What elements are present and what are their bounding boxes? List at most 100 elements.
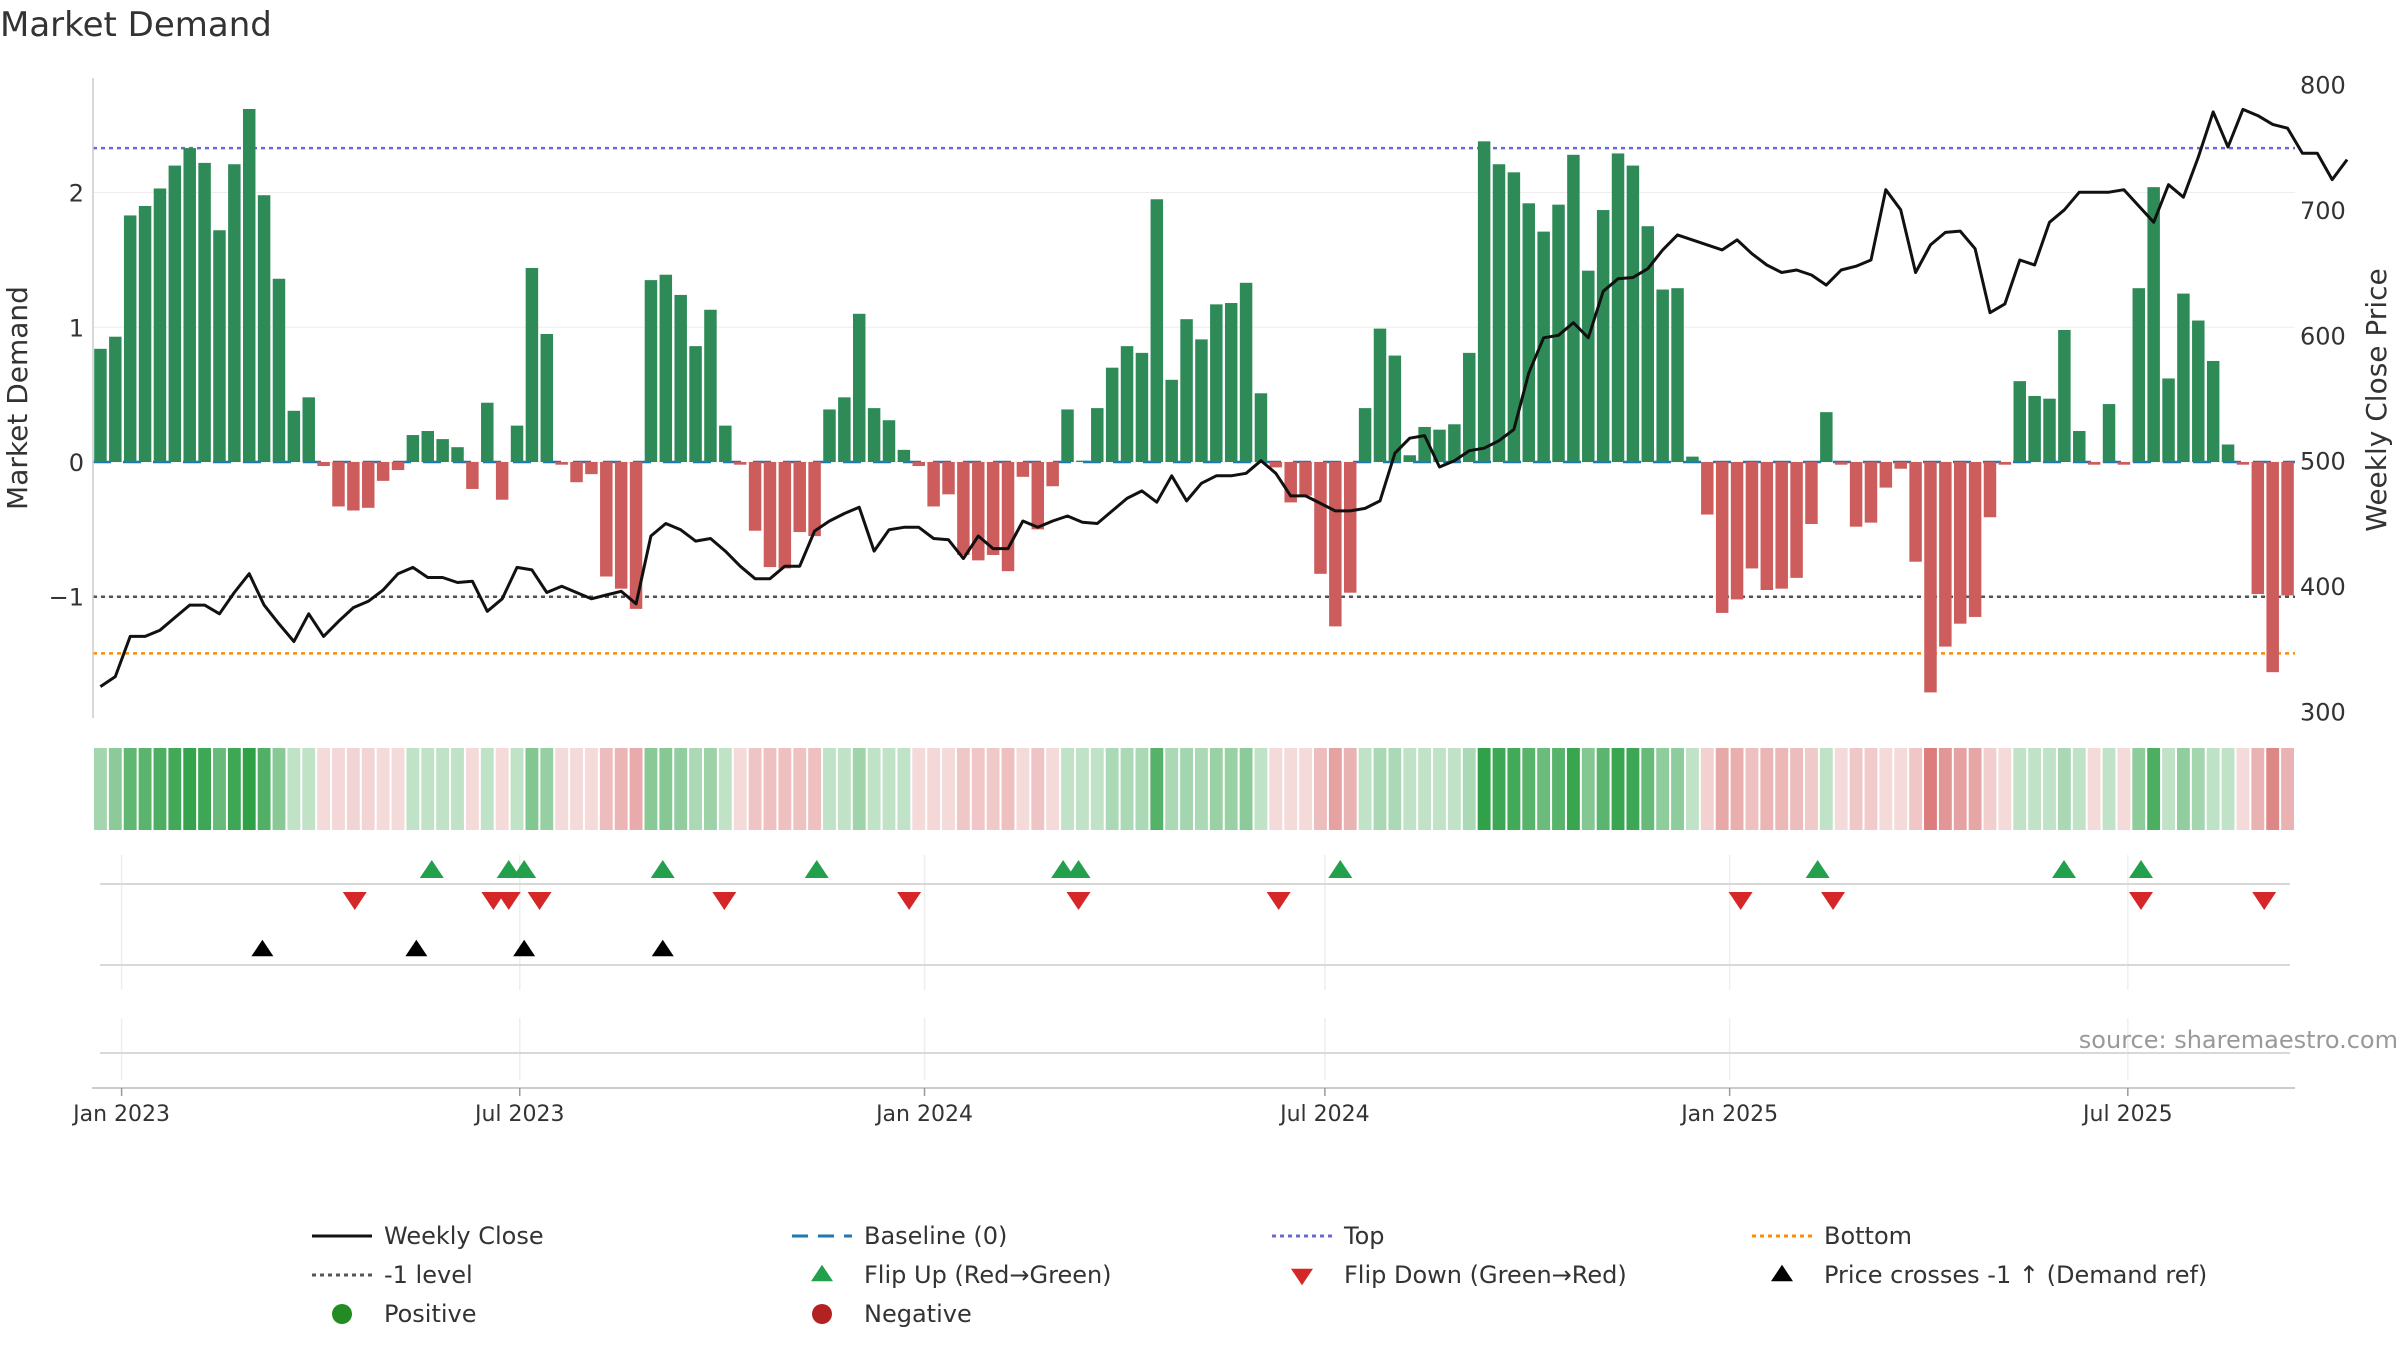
negative-bar: [1343, 462, 1357, 593]
negative-bar: [376, 462, 390, 481]
negative-bar: [466, 462, 479, 489]
negative-bar: [1299, 462, 1312, 496]
heat-strip-cell: [956, 748, 970, 830]
heat-strip-cell: [629, 748, 643, 830]
heat-strip-cell: [1299, 748, 1313, 830]
heat-strip-cell: [1700, 748, 1714, 830]
negative-bar: [1924, 462, 1937, 693]
heat-strip-cell: [1730, 748, 1744, 830]
heat-strip-cell: [1581, 748, 1595, 830]
heat-strip-cell: [2057, 748, 2071, 830]
positive-bar: [1120, 346, 1134, 462]
heat-strip-cell: [1492, 748, 1506, 830]
heat-strip-cell: [1418, 748, 1432, 830]
positive-bar: [2177, 293, 2190, 462]
flip-up-marker: [1805, 860, 1830, 878]
negative-bar: [2087, 462, 2101, 465]
heat-strip-cell: [421, 748, 435, 830]
negative-bar: [986, 462, 1000, 555]
negative-bar: [570, 462, 583, 483]
event-markers: [100, 860, 2290, 1054]
chart-title: Market Demand: [0, 5, 272, 45]
heat-strip-cell: [1834, 748, 1848, 830]
heat-strip-cell: [480, 748, 494, 830]
heat-strip-cell: [1924, 748, 1937, 830]
heat-strip-cell: [986, 748, 1000, 830]
right-tick-label: 700: [2300, 197, 2346, 225]
heat-strip-cell: [808, 748, 822, 830]
heat-strip-cell: [584, 748, 598, 830]
flip-up-marker: [512, 860, 537, 878]
heat-strip-cell: [1105, 748, 1119, 830]
heat-strip-cell: [1135, 748, 1149, 830]
heat-strip-cell: [1061, 748, 1074, 830]
negative-bar: [778, 462, 792, 569]
negative-bar: [1894, 462, 1907, 469]
heat-strip-cell: [1477, 748, 1491, 830]
heat-strip-cell: [763, 748, 777, 830]
positive-bar: [882, 420, 896, 462]
heat-strip-cell: [897, 748, 911, 830]
negative-bar: [2251, 462, 2265, 595]
price-cross-marker: [651, 939, 674, 957]
heat-strip-cell: [2191, 748, 2205, 830]
positive-bar: [540, 334, 554, 462]
legend-swatch-triangle-down: [1291, 1268, 1313, 1286]
positive-bar: [1076, 460, 1089, 462]
positive-bar: [2206, 360, 2220, 462]
negative-bar: [1046, 462, 1059, 487]
heat-strip-cell: [525, 748, 539, 830]
positive-bar: [2192, 320, 2205, 462]
negative-bar: [942, 462, 955, 495]
heat-strip-cell: [540, 748, 554, 830]
heat-strip-cell: [1165, 748, 1179, 830]
negative-bar: [2281, 462, 2294, 596]
positive-bar: [2147, 187, 2160, 462]
positive-bar: [153, 188, 167, 463]
heat-strip-cell: [436, 748, 450, 830]
heat-strip-cell: [942, 748, 955, 830]
heat-strip-cell: [2132, 748, 2146, 830]
heat-strip-cell: [346, 748, 360, 830]
heat-strip-cell: [510, 748, 524, 830]
positive-bar: [704, 309, 717, 462]
heat-strip-cell: [867, 748, 881, 830]
negative-bar: [1031, 462, 1045, 530]
right-tick-label: 600: [2300, 322, 2346, 350]
x-tick-label: Jan 2023: [71, 1102, 170, 1127]
negative-bar: [1909, 462, 1922, 562]
positive-bar: [1373, 328, 1387, 462]
x-tick-label: Jul 2024: [1278, 1102, 1370, 1127]
negative-bar: [1968, 462, 1982, 617]
flip-down-marker: [1266, 892, 1291, 910]
positive-bar: [242, 108, 256, 462]
legend-label: Positive: [384, 1300, 477, 1328]
positive-bar: [2221, 444, 2235, 462]
heat-strip-cell: [1269, 748, 1283, 830]
negative-bar: [1998, 462, 2012, 465]
heat-strip-cell: [257, 748, 271, 830]
heat-strip-cell: [1358, 748, 1372, 830]
positive-bar: [1165, 379, 1178, 462]
heat-strip-cell: [1760, 748, 1774, 830]
positive-bar: [719, 425, 732, 462]
heat-strip-cell: [1537, 748, 1551, 830]
positive-bar: [1492, 164, 1506, 463]
heat-strip-cell: [2221, 748, 2235, 830]
heat-strip-cell: [1819, 748, 1833, 830]
heat-strip-cell: [1685, 748, 1699, 830]
heat-strip-cell: [570, 748, 583, 830]
negative-bar: [1834, 462, 1848, 465]
price-cross-marker: [513, 939, 536, 957]
flip-up-marker: [1051, 860, 1076, 878]
positive-bar: [2043, 398, 2056, 462]
heat-strip-cell: [1745, 748, 1759, 830]
positive-bar: [1567, 154, 1580, 463]
heat-strip-cell: [227, 748, 241, 830]
positive-bar: [213, 230, 226, 462]
positive-bar: [406, 435, 420, 462]
negative-bar: [391, 462, 405, 471]
heat-strip-cell: [198, 748, 212, 830]
heat-strip-cell: [495, 748, 509, 830]
negative-bar: [972, 462, 985, 561]
